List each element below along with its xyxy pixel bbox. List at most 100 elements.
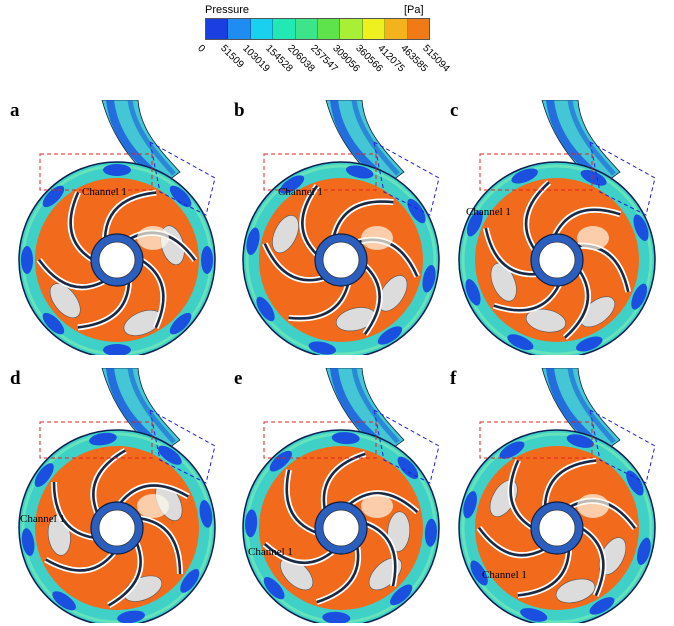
legend-color-segment	[295, 19, 319, 39]
panel-e: e Channel 1	[234, 368, 449, 623]
high-velocity-band	[407, 198, 426, 224]
panel-letter: a	[10, 100, 20, 121]
impeller-blades	[262, 184, 420, 336]
channel-box	[39, 421, 153, 459]
hub-eye	[98, 241, 136, 279]
pipe-flow-band	[351, 368, 400, 444]
legend-tick-label: 0	[195, 43, 207, 55]
volute-flow-ring	[245, 164, 437, 355]
high-velocity-band	[169, 185, 192, 208]
volute-flow-ring	[461, 164, 653, 355]
high-velocity-band	[199, 500, 213, 528]
impeller-blade	[517, 548, 571, 597]
high-velocity-band	[201, 246, 213, 274]
high-velocity-band	[626, 470, 644, 496]
legend-color-segment	[362, 19, 386, 39]
high-velocity-band	[322, 611, 351, 623]
impeller-blade	[316, 545, 360, 604]
channel-label: Channel 1	[248, 546, 293, 558]
volute-flow-ring	[21, 432, 213, 623]
hub-eye	[322, 509, 360, 547]
panel-a: a Channel 1	[10, 100, 225, 355]
impeller-blade	[77, 280, 131, 329]
separation-region	[555, 578, 596, 604]
separation-region	[272, 215, 299, 254]
high-velocity-band	[566, 434, 594, 448]
highlight-glare	[577, 494, 609, 518]
impeller-blade	[524, 181, 550, 251]
hub-eye	[538, 241, 576, 279]
high-velocity-band	[331, 432, 360, 445]
high-velocity-band	[499, 441, 525, 459]
high-velocity-band	[180, 569, 200, 593]
impeller-blade	[107, 541, 142, 607]
separation-region	[49, 283, 81, 319]
impeller-blade	[288, 282, 350, 320]
channel-label: Channel 1	[82, 186, 127, 198]
flow-separation-regions	[490, 262, 616, 333]
channel-box	[263, 421, 377, 459]
impeller-blade	[263, 243, 326, 282]
high-velocity-band	[377, 326, 403, 345]
legend-color-segment	[273, 19, 296, 39]
impeller-blade	[364, 521, 397, 587]
volute-flow-ring	[461, 432, 653, 623]
high-velocity-band	[34, 463, 54, 487]
legend-color-segment	[228, 19, 251, 39]
pipe-flow-band	[567, 100, 616, 176]
impeller-blade	[263, 543, 335, 564]
channel-label: Channel 1	[466, 206, 511, 218]
impeller-blades	[44, 447, 190, 609]
outlet-box	[589, 141, 656, 216]
impeller-blades	[482, 180, 632, 340]
panel-letter: e	[234, 368, 243, 389]
impeller-blade	[580, 526, 605, 597]
high-velocity-band	[42, 185, 65, 208]
channel-label: Channel 1	[482, 569, 527, 581]
high-velocity-band	[158, 445, 182, 465]
impeller-blade	[332, 200, 394, 238]
high-velocity-band	[470, 560, 488, 586]
highlight-glare	[361, 226, 393, 250]
legend-title: Pressure	[205, 4, 250, 16]
impeller-blade	[140, 258, 165, 329]
panel-letter: c	[450, 100, 459, 121]
high-velocity-band	[424, 518, 437, 547]
legend-colorbar	[205, 18, 430, 40]
panel-f: f Channel 1	[450, 368, 665, 623]
pump-contour	[242, 100, 440, 355]
impeller-blade	[347, 492, 419, 513]
impeller-blade	[52, 481, 96, 540]
legend-color-segment	[250, 19, 274, 39]
outlet-box	[373, 409, 440, 484]
impeller-blade	[301, 185, 319, 256]
high-velocity-band	[103, 344, 131, 355]
channel-label: Channel 1	[278, 186, 323, 198]
high-velocity-band	[169, 312, 192, 335]
impeller-blade	[138, 516, 182, 575]
high-velocity-band	[269, 450, 292, 472]
outlet-box	[149, 409, 216, 484]
panel-letter: d	[10, 368, 21, 389]
separation-region	[378, 275, 408, 312]
separation-region	[387, 511, 411, 552]
panel-d: d Channel 1	[10, 368, 225, 623]
high-velocity-band	[256, 296, 275, 322]
high-velocity-band	[52, 591, 76, 611]
volute-pressure-bands	[245, 432, 437, 623]
outlet-box	[149, 141, 216, 216]
separation-region	[580, 296, 616, 328]
impeller-blade	[103, 191, 157, 240]
high-velocity-band	[42, 312, 65, 335]
flow-separation-regions	[272, 215, 408, 332]
high-velocity-band	[633, 214, 649, 241]
high-velocity-band	[117, 610, 145, 623]
panel-b: b Channel 1	[234, 100, 449, 355]
hub-eye	[98, 509, 136, 547]
volute-pressure-bands	[246, 165, 436, 355]
highlight-glare	[137, 226, 169, 250]
panel-letter: f	[450, 368, 457, 389]
panel-letter: b	[234, 100, 245, 121]
high-velocity-band	[89, 432, 117, 446]
impeller-blade	[285, 469, 318, 535]
